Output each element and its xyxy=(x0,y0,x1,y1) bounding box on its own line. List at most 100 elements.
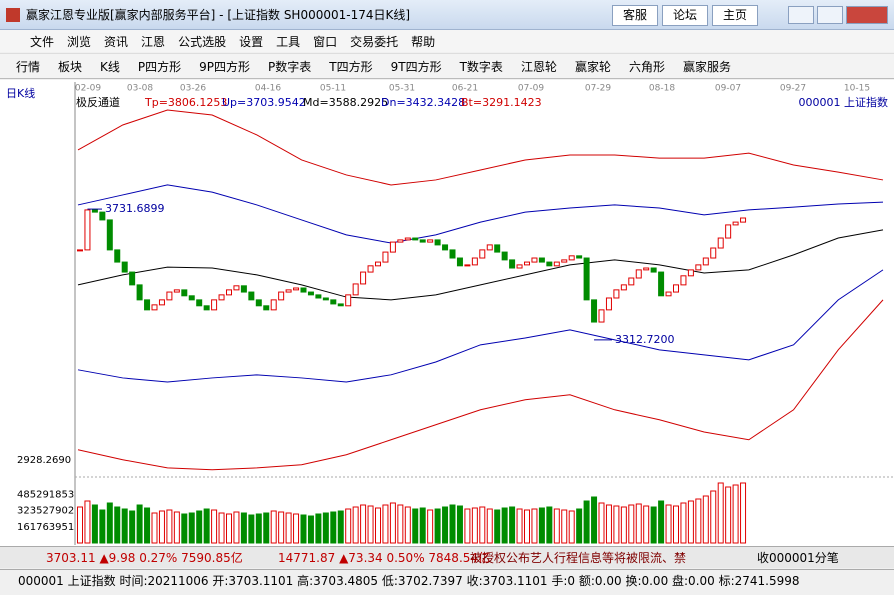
candle xyxy=(77,249,83,252)
volume-bar xyxy=(173,511,180,544)
channel-line xyxy=(77,299,884,471)
top-button[interactable]: 客服 xyxy=(612,5,658,26)
volume-bar xyxy=(464,508,471,544)
candle xyxy=(91,209,98,213)
window-controls xyxy=(788,6,888,24)
candle xyxy=(412,237,419,241)
candle xyxy=(628,277,635,286)
candle xyxy=(419,239,426,243)
candle xyxy=(576,255,583,259)
menu-item[interactable]: 资讯 xyxy=(104,34,129,49)
toolbar-button[interactable]: 六角形 xyxy=(628,59,665,74)
maximize[interactable] xyxy=(817,6,843,24)
toolbar-button[interactable]: 板块 xyxy=(58,59,83,74)
volume-bar xyxy=(673,505,679,544)
candle xyxy=(307,291,314,296)
volume-bar xyxy=(568,510,575,544)
candle xyxy=(732,221,739,226)
candle xyxy=(524,261,530,266)
toolbar-button[interactable]: T数字表 xyxy=(459,59,503,74)
volume-bar xyxy=(375,507,381,544)
volume-bar xyxy=(352,506,359,544)
top-button[interactable]: 论坛 xyxy=(662,5,708,26)
tick-button[interactable]: 收000001分笔 xyxy=(757,551,839,565)
toolbar-button[interactable]: K线 xyxy=(100,59,120,74)
menu-item[interactable]: 文件 xyxy=(30,34,55,49)
annotation-label: 3731.6899 xyxy=(105,202,165,215)
candle xyxy=(509,259,516,269)
candle xyxy=(650,267,657,273)
toolbar-button[interactable]: 行情 xyxy=(16,59,41,74)
volume-bar xyxy=(300,514,307,544)
volume-bar xyxy=(531,508,538,544)
toolbar-button[interactable]: P数字表 xyxy=(268,59,312,74)
candle xyxy=(389,241,396,253)
menu-item[interactable]: 窗口 xyxy=(313,34,338,49)
candle xyxy=(546,261,553,267)
candle xyxy=(166,291,173,301)
candle xyxy=(538,257,545,263)
candle xyxy=(293,287,300,291)
candle xyxy=(583,257,590,301)
minimize[interactable] xyxy=(788,6,814,24)
menu-item[interactable]: 设置 xyxy=(239,34,264,49)
candle xyxy=(203,305,210,311)
volume-bar xyxy=(404,506,411,544)
candle xyxy=(494,244,501,253)
volume-bar xyxy=(509,506,516,544)
volume-bar xyxy=(419,507,426,544)
candle xyxy=(635,269,642,279)
candle xyxy=(516,264,523,269)
menu-item[interactable]: 工具 xyxy=(276,34,301,49)
close[interactable] xyxy=(846,6,888,24)
candle xyxy=(121,261,128,273)
volume-bar xyxy=(166,509,173,544)
top-buttons: 客服 论坛 主页 xyxy=(612,5,758,26)
date-label: 03-26 xyxy=(180,84,206,94)
toolbar-button[interactable]: 赢家服务 xyxy=(682,59,731,74)
price-label: 2928.2690 xyxy=(17,455,71,466)
chart-area: 日K线 极反通道 Tp=3806.1253 Up=3703.9542 Md=3588.2… xyxy=(0,80,894,546)
toolbar-button[interactable]: P四方形 xyxy=(137,59,182,74)
candle xyxy=(151,304,158,311)
symbol-label: 000001 上证指数 xyxy=(799,95,889,109)
volume-bar xyxy=(524,509,530,544)
menu-item[interactable]: 交易委托 xyxy=(350,34,399,49)
volume-bar xyxy=(725,486,732,544)
candle xyxy=(315,294,322,299)
candle xyxy=(673,284,679,293)
candle xyxy=(427,239,434,243)
volume-bar xyxy=(494,509,501,544)
toolbar: 行情 板块 K线 P四方形 9P四方形 P数字表 T四方形 9T四方形 T数字表 江恩轮 赢家轮 六角… xyxy=(0,53,894,79)
volume-bar xyxy=(136,504,143,544)
candle xyxy=(255,299,262,307)
toolbar-button[interactable]: 9T四方形 xyxy=(390,59,442,74)
toolbar-button[interactable]: 9P四方形 xyxy=(199,59,251,74)
volume-bar xyxy=(613,505,620,544)
candle xyxy=(456,257,463,267)
top-button[interactable]: 主页 xyxy=(712,5,758,26)
volume-bar xyxy=(695,498,702,544)
toolbar-button[interactable]: T四方形 xyxy=(329,59,373,74)
menu-item[interactable]: 公式选股 xyxy=(178,34,227,49)
menu-item[interactable]: 帮助 xyxy=(411,34,436,49)
volume-bar xyxy=(99,509,106,544)
candle xyxy=(658,271,665,297)
volume-bar xyxy=(270,510,277,544)
news-ticker[interactable]: 被授权公布艺人行程信息等将被限流、禁 xyxy=(470,551,687,565)
candle xyxy=(442,244,449,251)
volume-bar xyxy=(687,500,694,544)
volume-bar xyxy=(479,506,486,544)
menu-item[interactable]: 浏览 xyxy=(67,34,92,49)
volume-bar xyxy=(434,508,441,544)
candle xyxy=(106,219,113,251)
candle xyxy=(300,287,307,293)
volume-bar xyxy=(486,508,493,544)
toolbar-button[interactable]: 江恩轮 xyxy=(520,59,557,74)
volume-bar xyxy=(278,511,285,544)
volume-bar xyxy=(516,508,523,544)
toolbar-button[interactable]: 赢家轮 xyxy=(574,59,611,74)
candle xyxy=(397,239,404,243)
volume-bar xyxy=(538,507,545,544)
menu-item[interactable]: 江恩 xyxy=(141,34,166,49)
